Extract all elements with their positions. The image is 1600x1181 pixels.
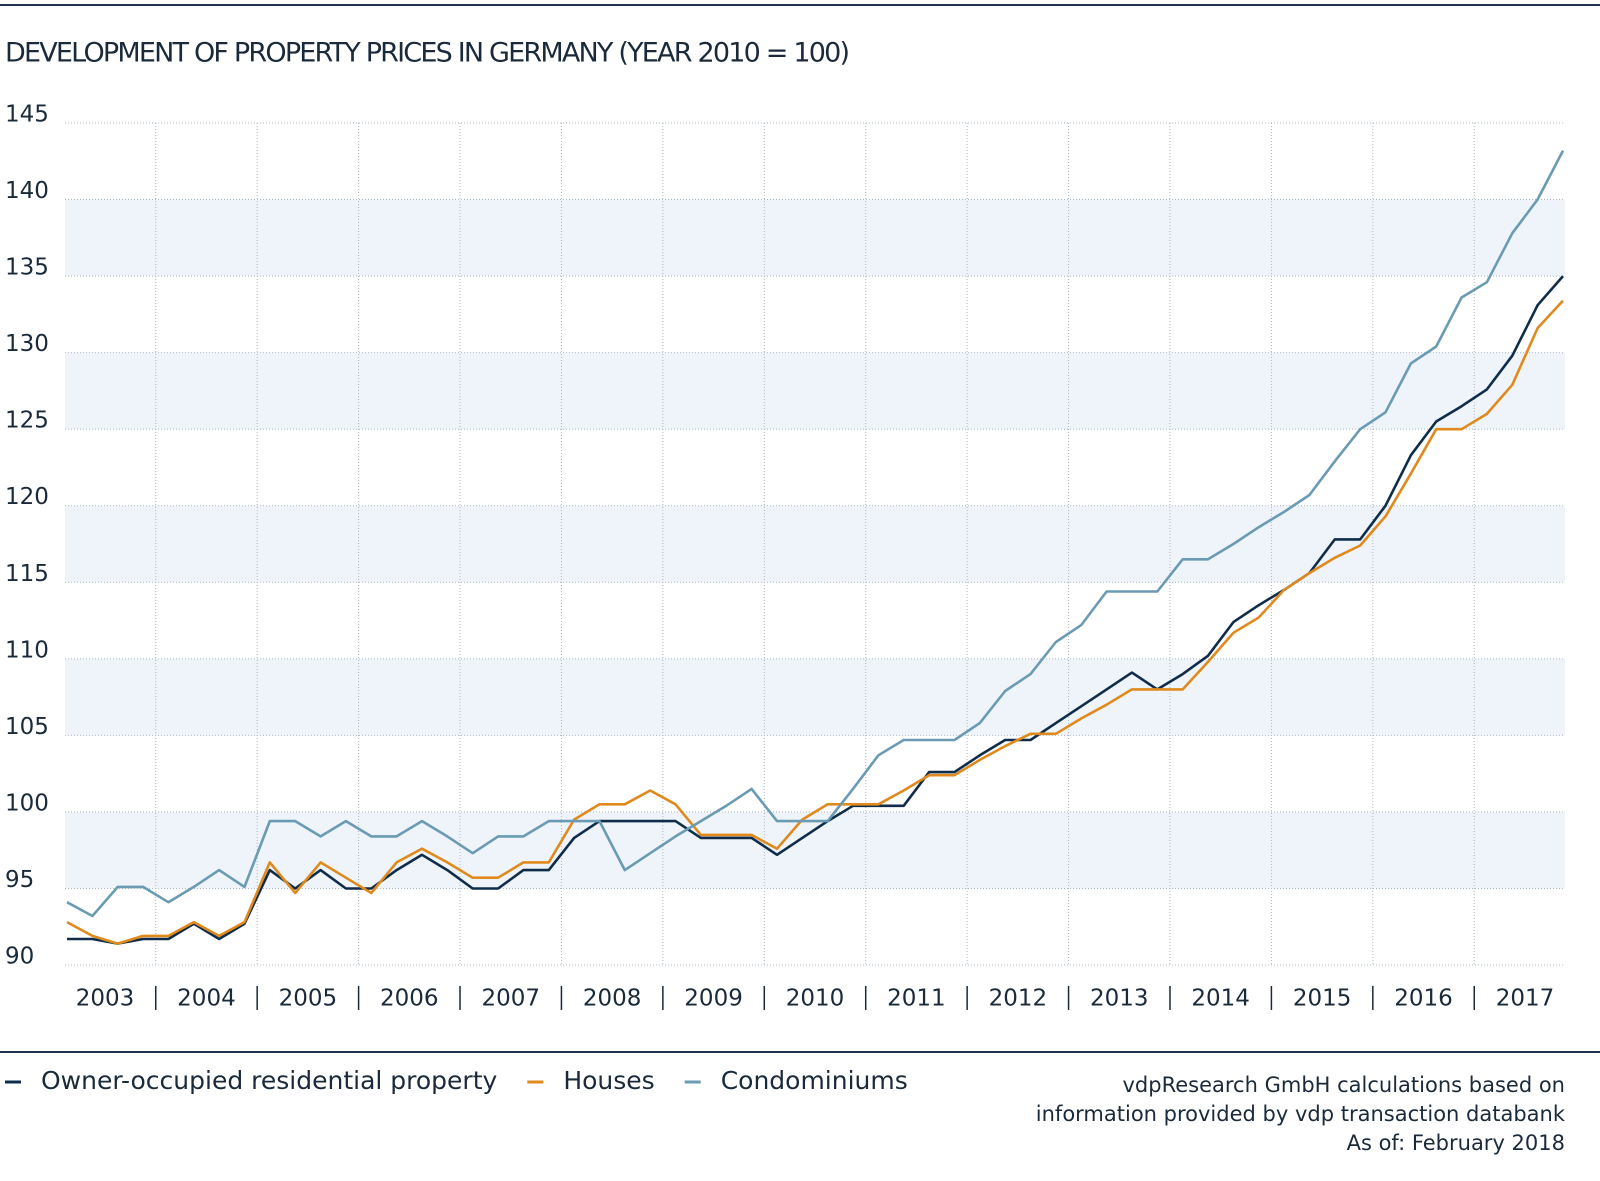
source-note: As of: February 2018 xyxy=(1347,1131,1565,1155)
x-tick-label: 2008 xyxy=(583,986,642,1012)
band xyxy=(65,352,1565,430)
y-tick-label: 115 xyxy=(5,561,49,587)
x-tick-label: 2007 xyxy=(481,986,540,1012)
legend-label: Condominiums xyxy=(721,1066,908,1095)
y-tick-label: 100 xyxy=(5,790,49,816)
y-tick-label: 125 xyxy=(5,408,49,434)
x-tick-label: 2011 xyxy=(887,986,946,1012)
x-tick-label: 2010 xyxy=(786,986,845,1012)
source-note: information provided by vdp transaction … xyxy=(1036,1102,1566,1126)
x-tick-label: 2012 xyxy=(989,986,1048,1012)
y-tick-label: 120 xyxy=(5,484,49,510)
y-tick-label: 90 xyxy=(5,944,34,970)
x-tick-label: 2004 xyxy=(177,986,236,1012)
x-tick-label: 2006 xyxy=(380,986,439,1012)
y-tick-label: 145 xyxy=(5,102,49,128)
band xyxy=(65,505,1565,583)
series-line xyxy=(66,299,1564,945)
x-tick-label: 2005 xyxy=(279,986,338,1012)
x-tick-label: 2013 xyxy=(1090,986,1149,1012)
x-tick-label: 2003 xyxy=(76,986,135,1012)
source-note: vdpResearch GmbH calculations based on xyxy=(1123,1073,1566,1097)
y-tick-label: 130 xyxy=(5,331,49,357)
y-tick-label: 110 xyxy=(5,637,49,663)
y-tick-label: 135 xyxy=(5,255,49,281)
band xyxy=(65,199,1565,277)
legend-label: Houses xyxy=(563,1066,654,1095)
series-line xyxy=(67,275,1564,945)
y-tick-label: 105 xyxy=(5,714,49,740)
band xyxy=(65,658,1565,736)
series-line xyxy=(66,150,1565,918)
x-tick-label: 2009 xyxy=(684,986,743,1012)
y-tick-label: 95 xyxy=(5,867,34,893)
x-tick-label: 2017 xyxy=(1496,986,1555,1012)
y-tick-label: 140 xyxy=(5,178,49,204)
band xyxy=(65,811,1565,889)
x-tick-label: 2015 xyxy=(1293,986,1352,1012)
legend-label: Owner-occupied residential property xyxy=(41,1066,498,1095)
x-tick-label: 2016 xyxy=(1394,986,1453,1012)
x-tick-label: 2014 xyxy=(1191,986,1250,1012)
chart-title: DEVELOPMENT OF PROPERTY PRICES IN GERMAN… xyxy=(5,38,850,69)
